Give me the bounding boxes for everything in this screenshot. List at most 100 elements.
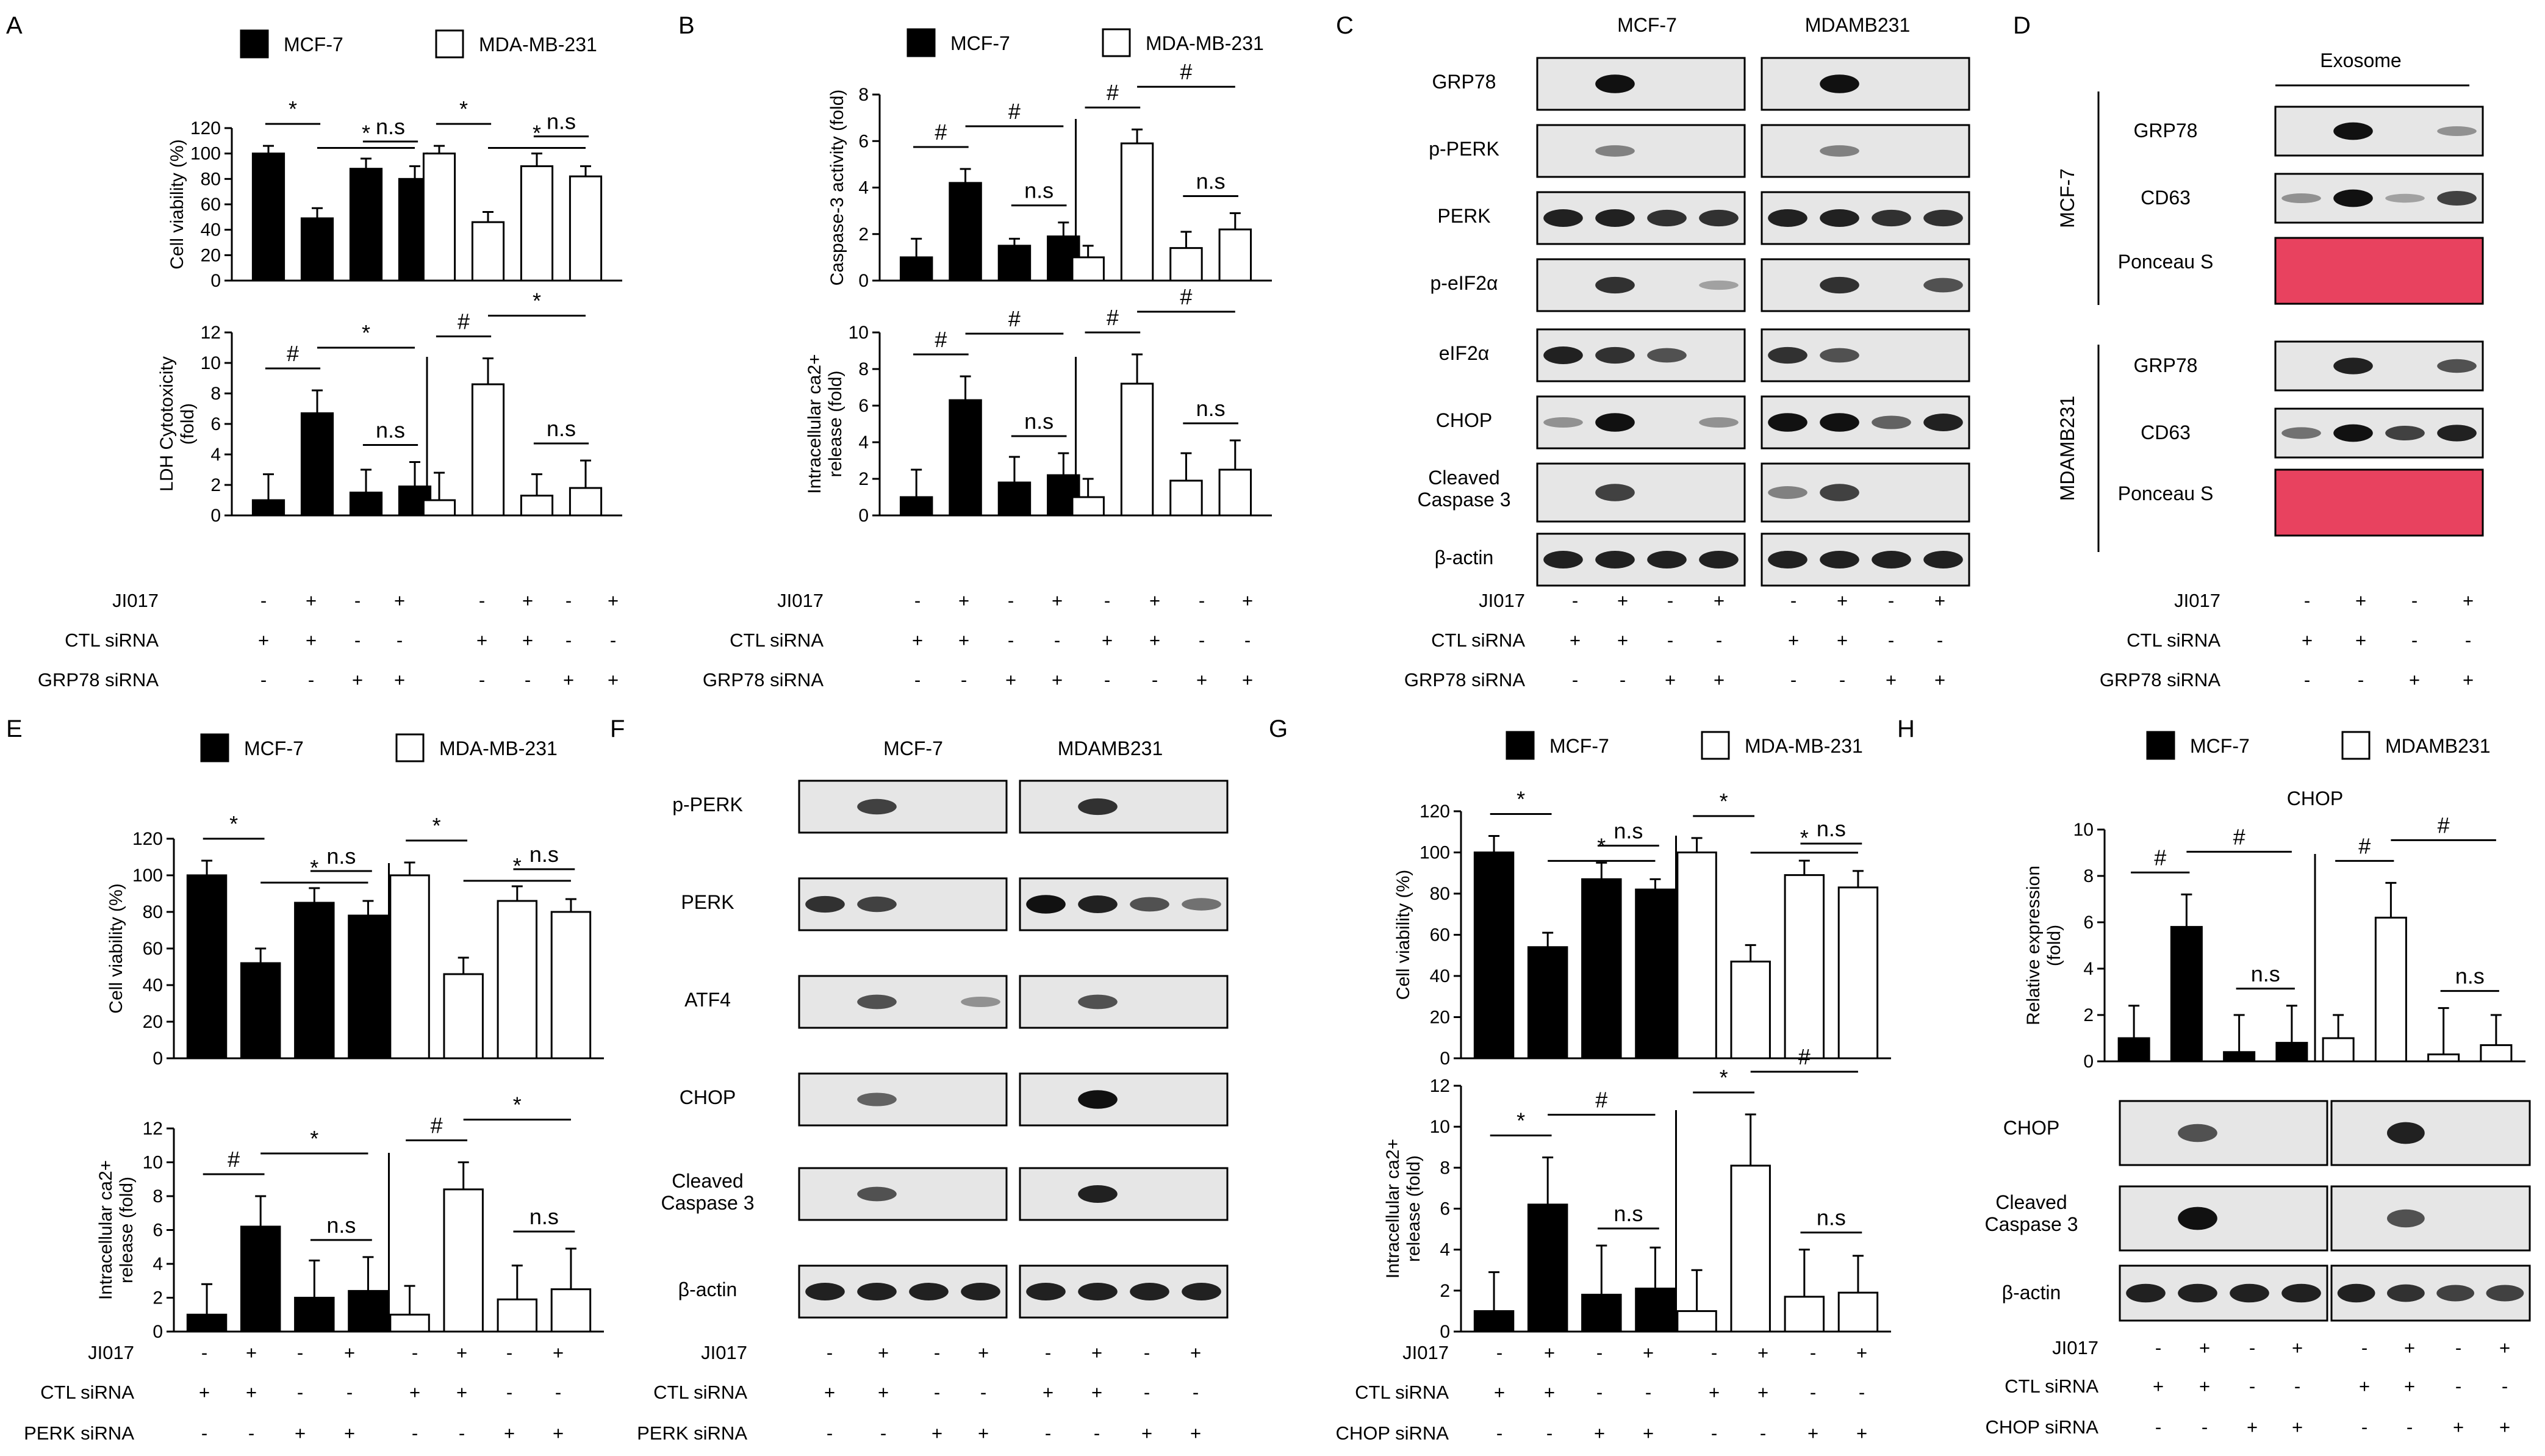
blot-band	[1182, 1283, 1221, 1300]
blot-frame	[798, 780, 1008, 834]
condition-sign: -	[346, 1382, 353, 1403]
blot-frame	[1536, 462, 1746, 523]
y-axis-label-line: release (fold)	[825, 370, 845, 477]
blot-band	[1078, 895, 1118, 913]
condition-sign: +	[978, 1422, 989, 1444]
condition-sign: +	[1714, 590, 1725, 611]
blot-band	[961, 1283, 1000, 1300]
blot-lane-header: MDAMB231	[1805, 14, 1911, 36]
bar	[899, 256, 933, 282]
condition-sign: -	[1888, 629, 1894, 651]
blot-label-line: p-PERK	[1429, 138, 1499, 160]
blot-label: Ponceau S	[2118, 482, 2214, 504]
condition-sign: -	[1937, 629, 1943, 651]
condition-sign: +	[522, 629, 533, 651]
bar	[2117, 1037, 2150, 1063]
condition-sign: -	[565, 590, 572, 611]
condition-sign: +	[824, 1382, 835, 1403]
blot-band	[2385, 426, 2425, 440]
significance-label: n.s	[376, 418, 405, 443]
condition-sign: +	[553, 1422, 564, 1444]
blot-band	[1647, 551, 1687, 568]
bar	[471, 221, 505, 282]
blot-label: Cleaved Caspase 3	[1418, 467, 1511, 511]
condition-label: CTL siRNA	[65, 629, 159, 651]
bar	[2427, 1053, 2460, 1063]
condition-sign: +	[1665, 669, 1676, 690]
condition-table-perk: JI017 - + - + - + - + CTL siRNA + + - - + + - - PERK siRNA…	[637, 1342, 1201, 1444]
blot-band	[857, 1283, 897, 1300]
condition-sign: -	[2411, 629, 2418, 651]
bar	[2170, 926, 2203, 1063]
blot-band	[805, 895, 845, 913]
significance-label: #	[1008, 99, 1021, 124]
y-tick-label: 8	[858, 85, 869, 105]
y-tick-label: 80	[143, 902, 163, 922]
condition-sign: +	[1594, 1422, 1605, 1444]
bar	[1730, 1164, 1771, 1333]
bar	[1676, 852, 1717, 1060]
significance-label: n.s	[1024, 178, 1054, 203]
y-tick-label: 60	[1430, 925, 1450, 945]
condition-label: CHOP siRNA	[1986, 1416, 2099, 1438]
y-tick-label: 60	[143, 939, 163, 959]
condition-sign: +	[344, 1342, 355, 1363]
condition-sign: +	[246, 1342, 257, 1363]
blot-band	[1595, 145, 1635, 157]
condition-label: CTL siRNA	[653, 1382, 747, 1403]
legend: MCF-7 MDA-MB-231	[200, 733, 558, 762]
blot-band	[1820, 276, 1859, 294]
condition-sign: +	[2359, 1375, 2370, 1397]
bar	[1527, 1203, 1568, 1333]
y-tick-label: 40	[143, 975, 163, 995]
condition-sign: -	[248, 1422, 254, 1444]
y-tick-label: 8	[1440, 1158, 1450, 1178]
bar	[349, 168, 383, 282]
condition-sign: +	[2292, 1337, 2303, 1358]
significance-label: #	[1798, 1044, 1811, 1069]
blot-label-line: p-PERK	[672, 794, 743, 816]
condition-sign: -	[1620, 669, 1626, 690]
significance-label: n.s	[1196, 168, 1226, 193]
significance-label: #	[2154, 845, 2166, 870]
y-tick-label: 10	[1430, 1117, 1450, 1137]
condition-sign: -	[914, 669, 921, 690]
bar	[550, 911, 592, 1060]
significance-label: n.s	[2251, 961, 2280, 986]
bar	[1837, 1291, 1879, 1333]
blot-band	[1820, 145, 1859, 157]
condition-sign: -	[1596, 1342, 1603, 1363]
bar	[997, 481, 1032, 517]
condition-sign: -	[2502, 1375, 2508, 1397]
condition-sign: -	[914, 590, 921, 611]
condition-sign: +	[1190, 1342, 1201, 1363]
bar	[348, 1289, 389, 1333]
condition-sign: +	[2409, 669, 2420, 690]
condition-sign: +	[1643, 1422, 1654, 1444]
y-tick-label: 4	[1440, 1240, 1450, 1260]
condition-sign: +	[2463, 669, 2474, 690]
y-tick-label: 10	[849, 323, 869, 343]
condition-sign: -	[1244, 629, 1251, 651]
bar	[949, 182, 982, 282]
legend-label: MCF-7	[1549, 735, 1609, 757]
significance-label: *	[1517, 1108, 1525, 1133]
blot-label: ATF4	[684, 989, 731, 1011]
bar	[186, 874, 228, 1060]
blot-label: Cleaved Caspase 3	[1985, 1191, 2078, 1235]
blot-band	[857, 798, 897, 815]
y-tick-label: 40	[1430, 966, 1450, 986]
blot-label-line: CHOP	[680, 1086, 736, 1108]
condition-sign: +	[2247, 1416, 2258, 1438]
blot-band	[2281, 193, 2321, 203]
condition-sign: +	[1196, 669, 1207, 690]
significance-label: #	[2233, 824, 2245, 849]
blot-band	[1768, 486, 1807, 499]
y-tick-label: 2	[1440, 1281, 1450, 1301]
condition-sign: -	[961, 669, 967, 690]
blot-band	[2281, 1283, 2321, 1303]
y-axis-label-line: Cell viability (%)	[106, 883, 126, 1013]
y-tick-label: 6	[2083, 913, 2094, 933]
blot-band	[1923, 278, 1963, 293]
condition-sign: +	[958, 629, 969, 651]
